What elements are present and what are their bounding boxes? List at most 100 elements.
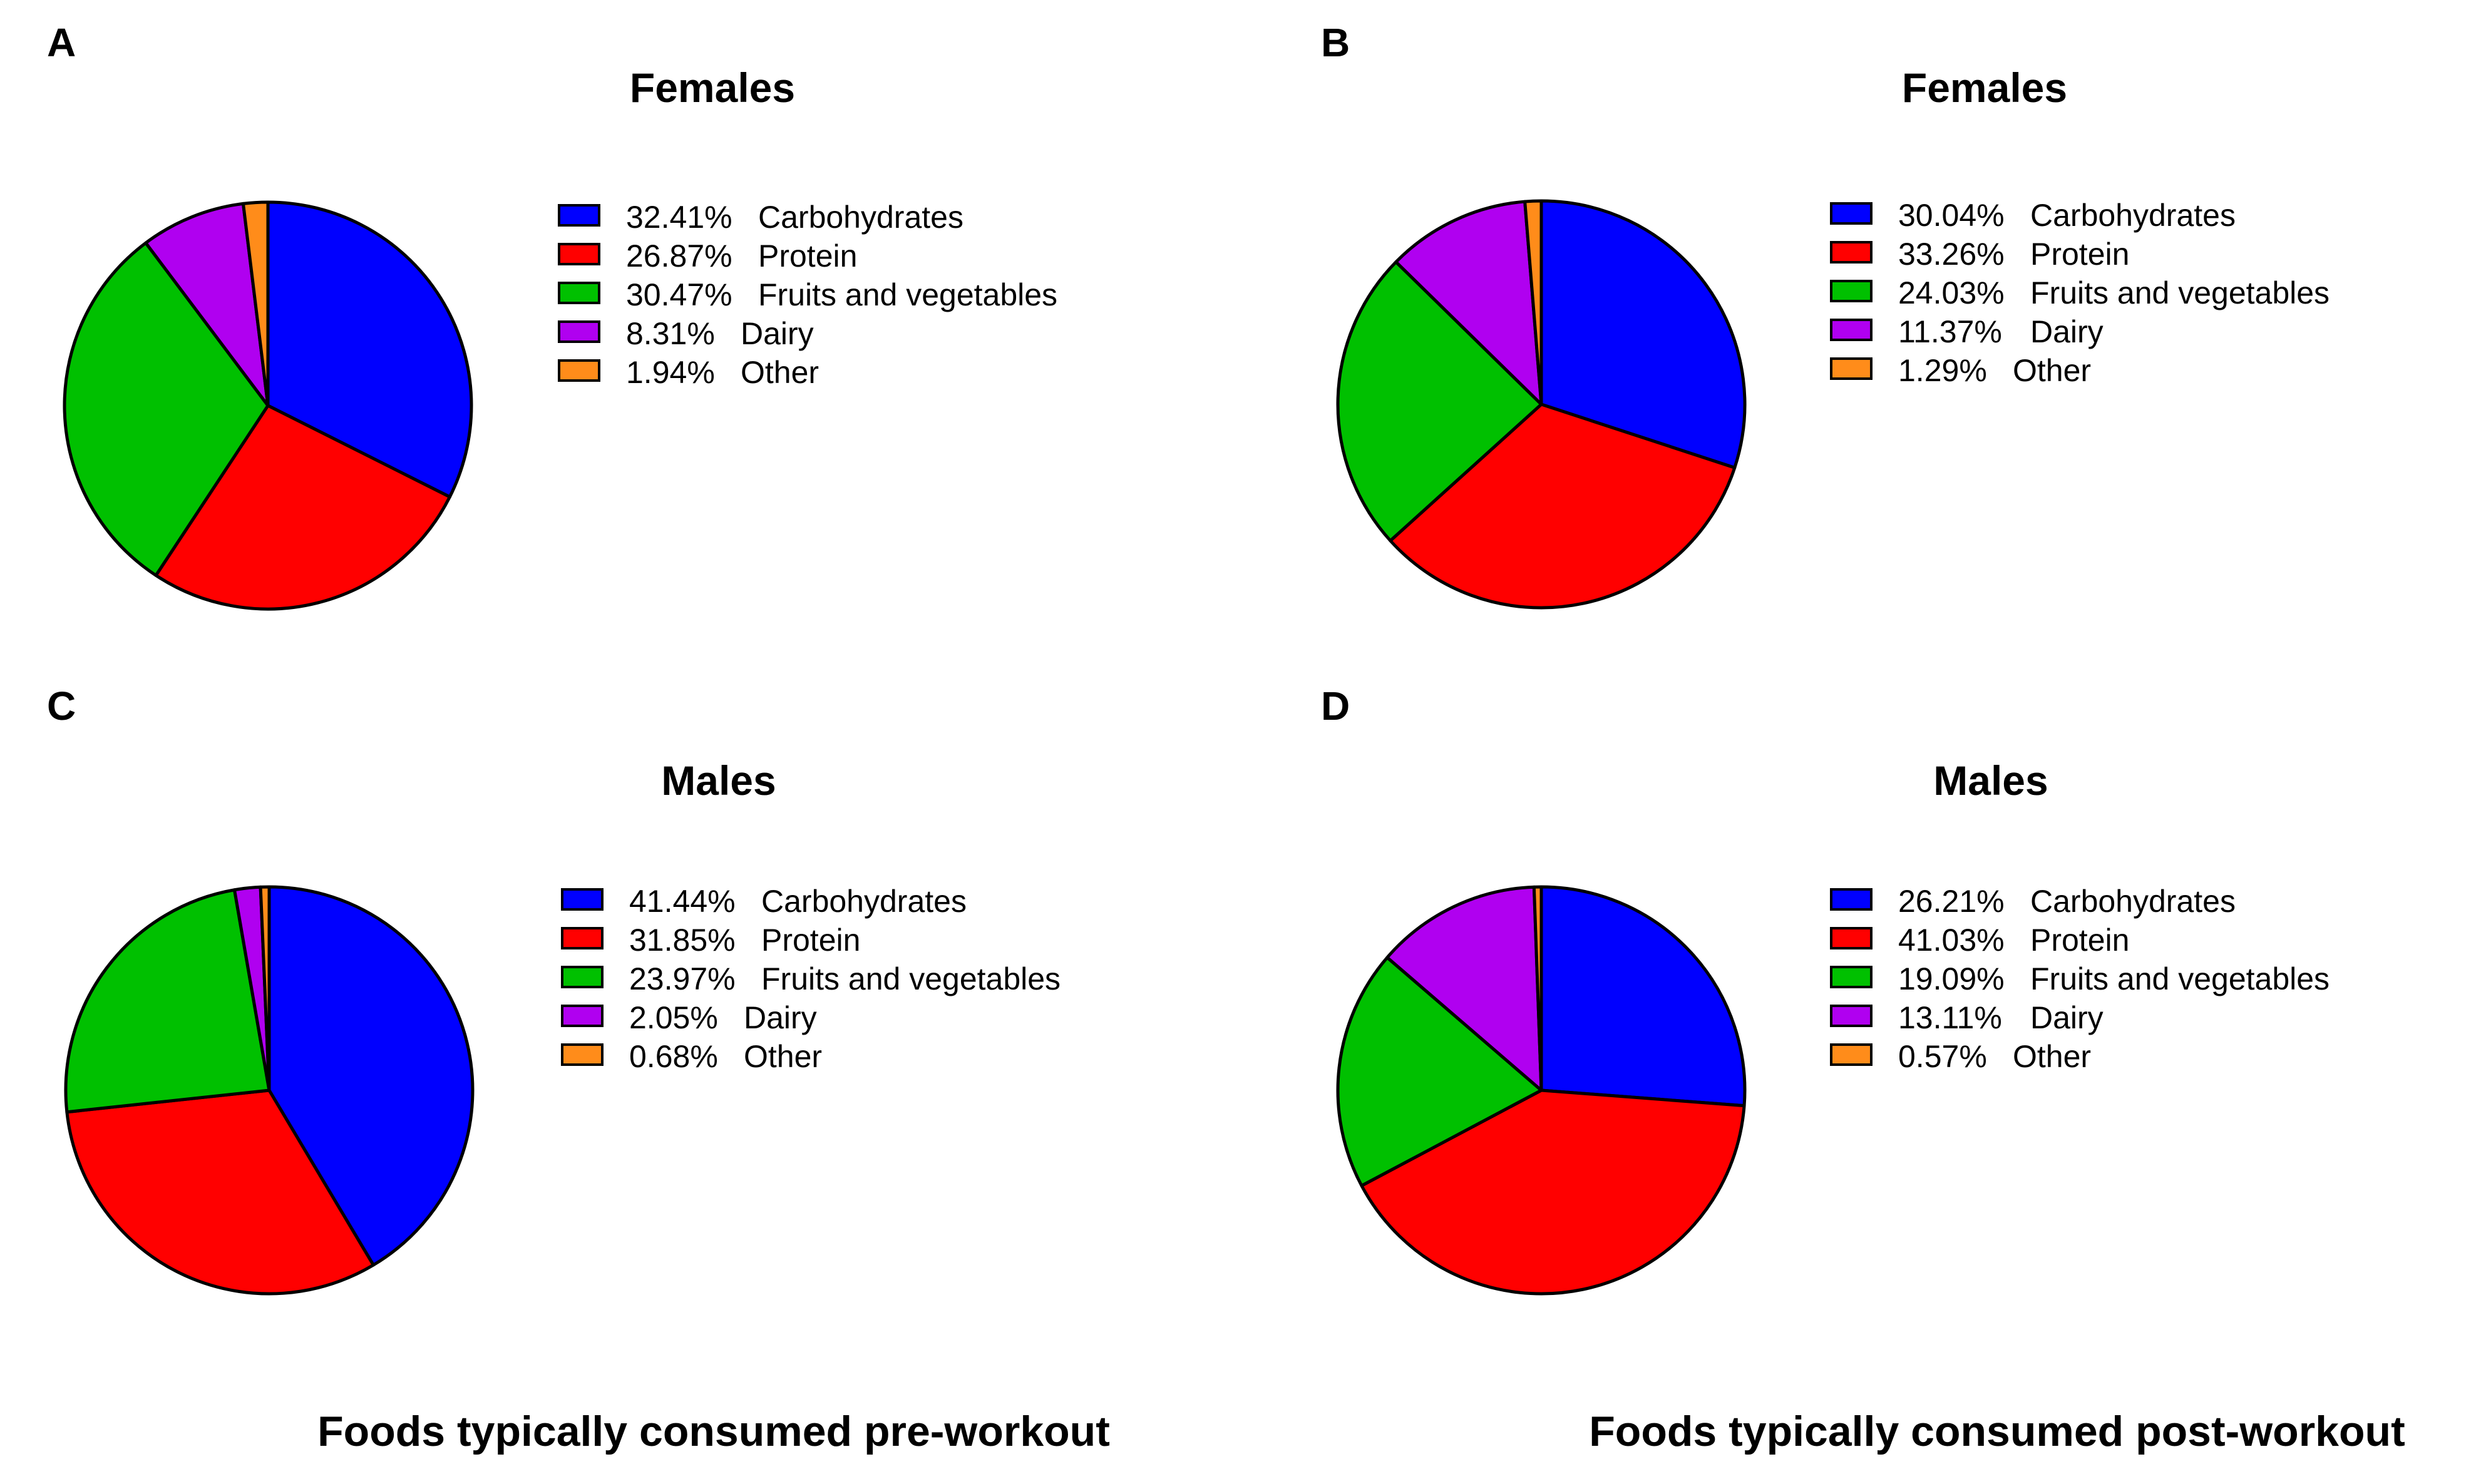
legend-item-other: 0.68% Other [561, 1039, 822, 1074]
legend: 32.41% Carbohydrates 26.87% Protein 30.47% Fr… [558, 200, 1057, 390]
legend-label: Protein [758, 238, 857, 274]
pie-slice-carbohydrates [267, 885, 475, 1267]
legend-item-carbohydrates: 30.04% Carbohydrates [1830, 198, 2236, 233]
legend-percent: 33.26% [1898, 237, 2005, 272]
legend: 30.04% Carbohydrates 33.26% Protein 24.03% Fr… [1830, 198, 2330, 388]
legend-label: Dairy [2030, 1000, 2104, 1035]
legend-label: Dairy [744, 1000, 817, 1035]
legend-percent: 30.47% [626, 277, 732, 312]
panel-b: B Females 30.04% Carbohydrates 33.26% Protein… [1321, 20, 2330, 610]
legend-swatch [558, 204, 600, 227]
legend-item-protein: 33.26% Protein [1830, 237, 2129, 272]
legend-swatch [1830, 1043, 1873, 1066]
legend-label: Other [2013, 1039, 2091, 1074]
pie-slice-fruits-and-vegetables [64, 888, 271, 1114]
panel-letter: B [1321, 20, 1350, 65]
legend-percent: 23.97% [629, 961, 736, 996]
legend-item-other: 1.94% Other [558, 355, 819, 390]
panel-letter: C [47, 683, 76, 729]
legend-swatch [561, 927, 604, 949]
legend-item-other: 1.29% Other [1830, 353, 2091, 388]
legend-label: Fruits and vegetables [758, 277, 1057, 312]
legend: 26.21% Carbohydrates 41.03% Protein 19.09% Fr… [1830, 884, 2330, 1074]
panel-title: Females [630, 64, 795, 111]
legend-item-other: 0.57% Other [1830, 1039, 2091, 1074]
caption-pre-workout: Foods typically consumed pre-workout [317, 1408, 1110, 1455]
legend-percent: 0.68% [629, 1039, 718, 1074]
panel-letter: D [1321, 683, 1350, 729]
legend-label: Fruits and vegetables [2030, 275, 2330, 310]
legend-swatch [1830, 241, 1873, 264]
legend-item-dairy: 2.05% Dairy [561, 1000, 817, 1035]
legend-swatch [1830, 202, 1873, 225]
legend-percent: 2.05% [629, 1000, 718, 1035]
legend: 41.44% Carbohydrates 31.85% Protein 23.97% Fr… [561, 884, 1061, 1074]
legend-label: Dairy [2030, 314, 2104, 349]
pie-slice-protein [154, 404, 451, 611]
pie-slice-dairy [1385, 885, 1543, 1092]
legend-percent: 26.87% [626, 238, 732, 274]
legend-item-fruits-and-vegetables: 23.97% Fruits and vegetables [561, 961, 1061, 996]
legend-swatch [1830, 966, 1873, 988]
legend-swatch [561, 1005, 604, 1027]
panel-title: Females [1902, 64, 2067, 111]
legend-percent: 11.37% [1898, 314, 2002, 349]
legend-percent: 1.94% [626, 355, 715, 390]
legend-percent: 13.11% [1898, 1000, 2002, 1035]
legend-swatch [558, 243, 600, 265]
pie-slice-dairy [144, 202, 270, 407]
legend-percent: 19.09% [1898, 961, 2005, 996]
pie-slice-dairy [1394, 200, 1543, 406]
legend-percent: 32.41% [626, 200, 732, 235]
legend-item-dairy: 11.37% Dairy [1830, 314, 2104, 349]
legend-swatch [561, 1043, 604, 1066]
legend-swatch [558, 282, 600, 304]
panels: A Females 32.41% Carbohydrates 26.87% Protein… [47, 20, 2330, 1296]
legend-swatch [1830, 357, 1873, 380]
legend-label: Carbohydrates [758, 200, 963, 235]
legend-label: Protein [2030, 923, 2129, 958]
legend-item-carbohydrates: 26.21% Carbohydrates [1830, 884, 2236, 919]
legend-item-carbohydrates: 41.44% Carbohydrates [561, 884, 967, 919]
pie-chart [1336, 199, 1747, 610]
legend-percent: 26.21% [1898, 884, 2005, 919]
pie-chart [64, 885, 475, 1296]
legend-item-fruits-and-vegetables: 30.47% Fruits and vegetables [558, 277, 1057, 312]
legend-item-protein: 26.87% Protein [558, 238, 857, 274]
panel-title: Males [1933, 757, 2048, 804]
legend-label: Other [741, 355, 819, 390]
legend-item-dairy: 8.31% Dairy [558, 316, 814, 351]
pie-slice-other [259, 885, 271, 1092]
panel-title: Males [661, 757, 776, 804]
pie-slice-fruits-and-vegetables [1336, 956, 1543, 1187]
legend-item-carbohydrates: 32.41% Carbohydrates [558, 200, 963, 235]
legend-percent: 31.85% [629, 923, 736, 958]
pie-slice-other [1523, 199, 1543, 406]
pie-slice-carbohydrates [1539, 885, 1747, 1108]
panel-a: A Females 32.41% Carbohydrates 26.87% Protein… [47, 20, 1057, 611]
legend-label: Carbohydrates [761, 884, 967, 919]
legend-label: Dairy [741, 316, 814, 351]
legend-percent: 41.44% [629, 884, 736, 919]
legend-label: Other [2013, 353, 2091, 388]
caption-post-workout: Foods typically consumed post-workout [1589, 1408, 2405, 1455]
legend-percent: 1.29% [1898, 353, 1987, 388]
pie-chart [63, 200, 473, 611]
pie-slice-carbohydrates [266, 200, 473, 499]
pie-chart [1336, 885, 1747, 1296]
legend-swatch [561, 888, 604, 911]
pie-slice-protein [1389, 402, 1737, 610]
pie-slice-protein [65, 1088, 375, 1296]
legend-swatch [558, 359, 600, 382]
pie-slice-protein [1360, 1088, 1746, 1296]
legend-swatch [1830, 319, 1873, 341]
legend-swatch [561, 966, 604, 988]
legend-swatch [1830, 927, 1873, 949]
pie-slice-carbohydrates [1539, 199, 1747, 469]
panel-letter: A [47, 20, 76, 65]
pie-slice-fruits-and-vegetables [1336, 260, 1543, 543]
pie-slice-fruits-and-vegetables [63, 241, 270, 577]
